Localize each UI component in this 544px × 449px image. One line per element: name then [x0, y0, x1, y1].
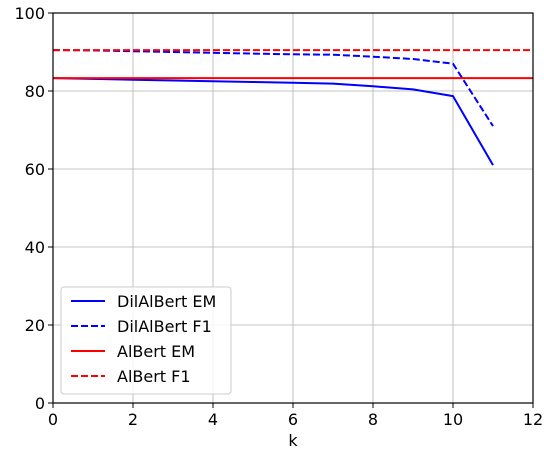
y-tick-label: 60 — [25, 160, 45, 179]
x-tick-label: 0 — [48, 410, 58, 429]
legend-box — [60, 286, 232, 395]
legend-label: AlBert F1 — [117, 367, 191, 386]
series-line-dilalbert-f1 — [52, 49, 494, 127]
y-tick-label: 20 — [25, 316, 45, 335]
x-tick-label: 8 — [368, 410, 378, 429]
legend-label: DilAlBert EM — [117, 292, 216, 311]
y-tick-label: 40 — [25, 238, 45, 257]
series-line-dilalbert-em — [52, 77, 494, 166]
x-tick-label: 4 — [208, 410, 218, 429]
legend: DilAlBert EM DilAlBert F1 AlBert EM AlBert … — [60, 286, 232, 395]
legend-label: AlBert EM — [117, 342, 195, 361]
y-tick-label: 0 — [35, 394, 45, 413]
y-tick-label: 80 — [25, 82, 45, 101]
legend-label: DilAlBert F1 — [117, 317, 212, 336]
x-tick-label: 6 — [288, 410, 298, 429]
x-tick-label: 12 — [523, 410, 543, 429]
x-tick-label: 10 — [443, 410, 463, 429]
axis-ticks: 0 2 4 6 8 10 12 0 20 40 60 80 100 — [14, 4, 543, 429]
series-lines — [52, 49, 533, 166]
x-axis-label: k — [288, 431, 298, 449]
y-tick-label: 100 — [14, 4, 45, 23]
x-tick-label: 2 — [128, 410, 138, 429]
